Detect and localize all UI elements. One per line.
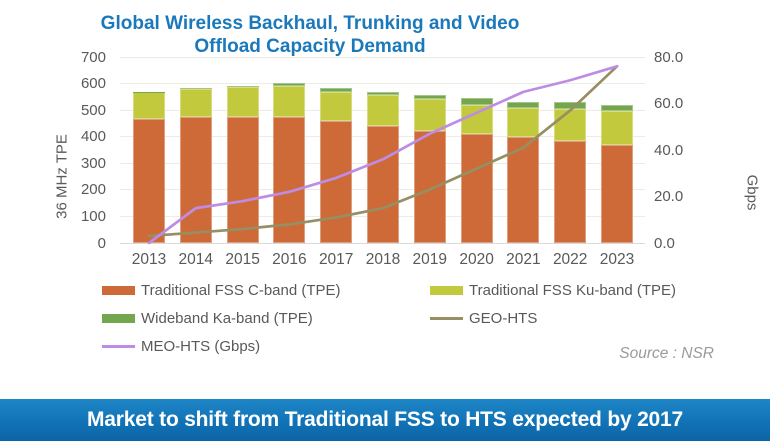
- bar-segment: [601, 110, 633, 146]
- gridline: [120, 83, 645, 85]
- legend-label: Traditional FSS Ku-band (TPE): [469, 282, 677, 299]
- bar-segment: [507, 108, 540, 138]
- bar-segment: [413, 130, 446, 243]
- bar-segment: [179, 117, 212, 243]
- legend-label: Wideband Ka-band (TPE): [141, 310, 313, 327]
- legend-swatch-bar: [430, 286, 463, 295]
- x-axis-tick-label: 2023: [599, 251, 635, 268]
- chart-title: Global Wireless Backhaul, Trunking and V…: [40, 12, 580, 58]
- bar-segment: [179, 88, 212, 89]
- meo-hts-gbps-line: [147, 64, 619, 245]
- legend-swatch-line: [430, 317, 463, 320]
- legend-label: GEO-HTS: [469, 310, 538, 327]
- bar-segment: [133, 118, 165, 243]
- bar-segment: [554, 109, 587, 142]
- left-axis-tick-label: 400: [80, 128, 106, 146]
- bar-segment: [226, 86, 259, 88]
- right-axis-title: Gbps: [743, 174, 761, 211]
- source-note: Source : NSR: [619, 345, 714, 362]
- x-axis-tick-label: 2020: [459, 251, 494, 268]
- x-axis-tick-label: 2015: [225, 251, 260, 268]
- right-axis-tick-label: 60.0: [654, 95, 684, 112]
- bar-segment: [460, 105, 493, 135]
- x-axis-tick-label: 2017: [318, 251, 354, 268]
- chart-legend: Traditional FSS C-band (TPE) Traditional …: [102, 281, 708, 356]
- bar-segment: [367, 125, 399, 243]
- bar-segment: [273, 85, 306, 117]
- legend-item-traditional-fss-c-band-tpe: Traditional FSS C-band (TPE): [102, 281, 430, 300]
- right-axis-tick-label: 0.0: [654, 234, 675, 252]
- banner-text: Market to shift from Traditional FSS to …: [87, 408, 683, 431]
- bar-segment: [601, 104, 633, 111]
- left-axis-tick-label: 300: [80, 154, 106, 172]
- left-axis-tick-label: 0: [97, 234, 106, 252]
- x-axis-tick-label: 2016: [272, 251, 307, 268]
- bar-segment: [460, 134, 493, 243]
- legend-swatch-line: [102, 345, 135, 348]
- left-axis-tick-label: 700: [80, 48, 106, 66]
- bar-segment: [507, 137, 540, 243]
- bar-segment: [179, 88, 212, 118]
- x-axis-tick-label: 2019: [412, 251, 448, 268]
- x-axis-tick-label: 2022: [552, 251, 588, 268]
- x-axis-tick-label: 2013: [131, 251, 167, 268]
- chart-title-line-2: Offload Capacity Demand: [194, 36, 426, 57]
- legend-item-traditional-fss-ku-band-tpe: Traditional FSS Ku-band (TPE): [430, 281, 708, 300]
- bar-segment: [367, 92, 399, 95]
- left-axis-tick-label: 200: [80, 181, 106, 199]
- x-axis-line: [120, 242, 645, 244]
- right-axis-tick-label: 20.0: [654, 188, 684, 205]
- bar-segment: [226, 116, 259, 243]
- bar-segment: [601, 145, 633, 243]
- legend-item-geo-hts: GEO-HTS: [430, 309, 708, 328]
- bar-segment: [320, 91, 353, 121]
- bar-segment: [554, 141, 587, 243]
- bar-segment: [413, 94, 446, 99]
- bar-segment: [273, 83, 306, 86]
- bar-segment: [413, 98, 446, 131]
- legend-item-meo-hts-gbps: MEO-HTS (Gbps): [102, 337, 430, 356]
- bar-segment: [507, 101, 540, 108]
- legend-label: Traditional FSS C-band (TPE): [141, 282, 341, 299]
- x-axis-tick-label: 2014: [178, 251, 214, 268]
- bar-segment: [226, 87, 259, 117]
- x-axis-tick-label: 2021: [506, 251, 541, 268]
- legend-swatch-bar: [102, 286, 135, 295]
- bar-segment: [367, 94, 399, 126]
- legend-label: MEO-HTS (Gbps): [141, 338, 261, 355]
- left-axis-tick-label: 100: [80, 207, 106, 225]
- bar-segment: [320, 87, 353, 92]
- right-axis-tick-label: 40.0: [654, 141, 684, 159]
- right-axis-tick-label: 80.0: [654, 48, 684, 66]
- left-axis-tick-label: 600: [80, 75, 106, 93]
- gridline: [120, 56, 645, 58]
- left-axis-title: 36 MHz TPE: [53, 134, 71, 219]
- banner: Market to shift from Traditional FSS to …: [0, 399, 770, 441]
- chart-title-line-1: Global Wireless Backhaul, Trunking and V…: [100, 13, 520, 34]
- legend-item-wideband-ka-band-tpe: Wideband Ka-band (TPE): [102, 309, 430, 328]
- left-axis-tick-label: 500: [80, 101, 106, 119]
- legend-swatch-bar: [102, 314, 135, 323]
- bar-segment: [554, 101, 587, 110]
- bar-segment: [133, 92, 165, 119]
- bar-segment: [460, 97, 493, 106]
- geo-hts-line: [147, 64, 619, 238]
- x-axis-tick-label: 2018: [365, 251, 401, 268]
